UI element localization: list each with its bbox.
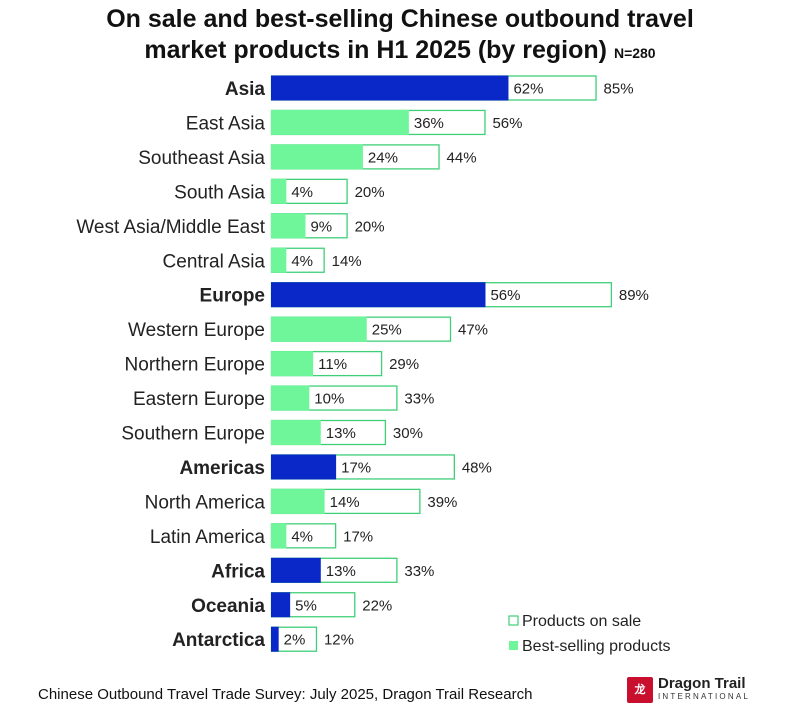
label-on-sale-west-asia-middle-east: 20% (355, 218, 385, 235)
category-label-latin-america: Latin America (150, 527, 266, 548)
label-best-selling-antarctica: 2% (284, 632, 306, 649)
category-label-northern-europe: Northern Europe (125, 355, 265, 376)
label-best-selling-europe: 56% (490, 287, 520, 304)
category-label-eastern-europe: Eastern Europe (133, 389, 265, 410)
label-on-sale-south-asia: 20% (355, 184, 385, 201)
label-on-sale-oceania: 22% (362, 597, 392, 614)
label-best-selling-east-asia: 36% (414, 115, 444, 132)
bar-best-selling-europe (271, 282, 486, 308)
category-label-west-asia-middle-east: West Asia/Middle East (76, 217, 265, 238)
bar-on-sale-antarctica (270, 626, 318, 652)
bar-best-selling-latin-america (271, 523, 287, 549)
bar-best-selling-central-asia (271, 247, 287, 273)
label-best-selling-eastern-europe: 10% (314, 391, 344, 408)
legend-swatch-best-selling (509, 641, 518, 650)
bar-best-selling-west-asia-middle-east (271, 213, 306, 239)
label-on-sale-western-europe: 47% (458, 322, 488, 339)
label-best-selling-americas: 17% (341, 459, 371, 476)
legend-swatch-on-sale (508, 615, 519, 626)
category-label-east-asia: East Asia (186, 113, 266, 134)
label-best-selling-latin-america: 4% (291, 528, 313, 545)
category-label-southeast-asia: Southeast Asia (138, 148, 265, 169)
sample-size-note: N=280 (613, 45, 656, 61)
bar-best-selling-southern-europe (271, 420, 321, 445)
label-on-sale-africa: 33% (404, 563, 434, 580)
label-best-selling-northern-europe: 11% (318, 356, 347, 373)
label-best-selling-central-asia: 4% (291, 253, 313, 270)
category-label-north-america: North America (145, 492, 266, 513)
bar-best-selling-south-asia (271, 178, 287, 204)
bar-best-selling-oceania (271, 592, 291, 618)
label-on-sale-antarctica: 12% (324, 632, 354, 649)
label-best-selling-western-europe: 25% (372, 322, 402, 339)
logo-sub: INTERNATIONAL (658, 692, 751, 701)
bar-best-selling-southeast-asia (271, 144, 363, 170)
label-on-sale-northern-europe: 29% (389, 356, 419, 373)
bar-best-selling-north-america (271, 488, 325, 514)
label-on-sale-north-america: 39% (427, 494, 457, 511)
bar-best-selling-africa (271, 557, 321, 583)
chart-title-line1: On sale and best-selling Chinese outboun… (106, 5, 694, 33)
source-footnote: Chinese Outbound Travel Trade Survey: Ju… (38, 686, 533, 703)
category-label-southern-europe: Southern Europe (121, 424, 265, 445)
bar-best-selling-east-asia (271, 109, 409, 135)
category-label-americas: Americas (179, 458, 265, 479)
label-on-sale-asia: 85% (604, 81, 634, 98)
legend-label-best-selling: Best-selling products (522, 638, 671, 655)
logo-name: Dragon Trail (658, 675, 746, 692)
label-best-selling-asia: 62% (513, 81, 543, 98)
category-label-south-asia: South Asia (174, 182, 265, 203)
label-best-selling-west-asia-middle-east: 9% (310, 218, 332, 235)
bar-best-selling-western-europe (271, 316, 367, 342)
label-on-sale-eastern-europe: 33% (404, 391, 434, 408)
logo-mark-icon: 龙 (627, 677, 653, 703)
label-best-selling-africa: 13% (326, 563, 356, 580)
label-best-selling-north-america: 14% (330, 494, 360, 511)
label-on-sale-latin-america: 17% (343, 528, 373, 545)
category-label-africa: Africa (211, 561, 265, 582)
bar-best-selling-antarctica (271, 626, 279, 652)
category-label-europe: Europe (200, 286, 265, 307)
label-on-sale-americas: 48% (462, 459, 492, 476)
label-best-selling-oceania: 5% (295, 597, 317, 614)
label-on-sale-central-asia: 14% (332, 253, 362, 270)
bar-best-selling-eastern-europe (271, 385, 310, 411)
category-label-western-europe: Western Europe (128, 320, 265, 341)
label-on-sale-europe: 89% (619, 287, 649, 304)
label-best-selling-south-asia: 4% (291, 184, 313, 201)
label-on-sale-southeast-asia: 44% (447, 149, 477, 166)
label-best-selling-southern-europe: 13% (326, 425, 356, 442)
chart-title: On sale and best-selling Chinese outboun… (0, 4, 800, 69)
bar-best-selling-asia (271, 75, 509, 101)
bar-best-selling-americas (271, 454, 337, 480)
category-label-central-asia: Central Asia (163, 251, 266, 272)
category-label-asia: Asia (225, 79, 266, 100)
dragon-trail-logo: 龙 Dragon Trail INTERNATIONAL (627, 675, 750, 705)
category-label-oceania: Oceania (191, 596, 265, 617)
chart-title-line2: market products in H1 2025 (by region) (144, 36, 607, 64)
label-on-sale-east-asia: 56% (492, 115, 522, 132)
bar-best-selling-northern-europe (271, 351, 314, 377)
label-on-sale-southern-europe: 30% (393, 425, 423, 442)
label-best-selling-southeast-asia: 24% (368, 149, 398, 166)
legend-label-on-sale: Products on sale (522, 613, 641, 630)
category-label-antarctica: Antarctica (172, 630, 265, 651)
